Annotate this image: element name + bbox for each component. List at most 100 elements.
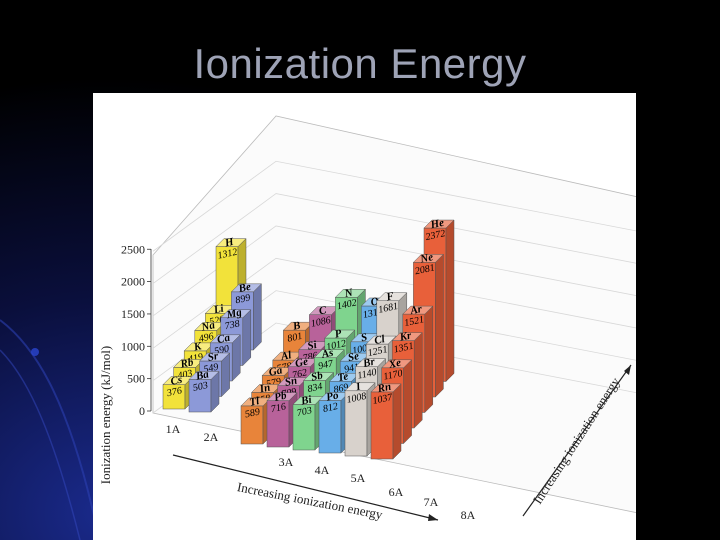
element-symbol: Sb xyxy=(310,369,324,383)
group-labels: 1A 2A 3A 4A 5A 6A 7A 8A xyxy=(166,422,476,522)
element-symbol: Be xyxy=(237,281,253,296)
bar-top-face xyxy=(313,349,345,358)
element-symbol: Rb xyxy=(178,356,195,371)
bar-side-face xyxy=(242,309,252,367)
element-symbol: Na xyxy=(199,319,216,334)
y-tick-label: 1500 xyxy=(121,307,145,321)
element-symbol: I xyxy=(354,380,362,393)
depth-axis-arrow xyxy=(522,364,632,517)
element-value: 1681 xyxy=(377,301,399,316)
bar-top-face xyxy=(230,283,263,293)
y-tick-label: 1000 xyxy=(121,339,145,353)
element-symbol: Ba xyxy=(194,368,211,383)
element-symbol: Ga xyxy=(268,364,284,379)
bar-top-face xyxy=(391,332,423,341)
bar-top-face xyxy=(344,382,376,392)
bar-side-face xyxy=(424,305,434,414)
group-label-8A: 8A xyxy=(461,508,476,522)
element-value: 1012 xyxy=(325,338,347,353)
element-value: 1086 xyxy=(310,315,332,330)
element-value: 503 xyxy=(192,380,209,394)
slide-title: Ionization Energy xyxy=(193,40,527,87)
bar-top-face xyxy=(354,358,387,367)
element-value: 716 xyxy=(270,401,287,415)
element-value: 1312 xyxy=(217,247,239,262)
decorative-swirl xyxy=(0,319,96,540)
element-value: 834 xyxy=(307,381,324,395)
bar-side-face xyxy=(392,383,402,460)
element-symbol: Si xyxy=(306,339,318,353)
element-value: 496 xyxy=(198,331,215,345)
y-tick-label: 2000 xyxy=(121,275,145,289)
bar-top-face xyxy=(198,352,231,362)
element-value: 1037 xyxy=(372,392,395,407)
bar-side-face xyxy=(253,283,262,351)
element-symbol: H xyxy=(223,236,235,250)
element-value: 1008 xyxy=(346,391,368,406)
bar-top-face xyxy=(302,372,335,381)
group-label-5A: 5A xyxy=(351,471,366,485)
bar-top-face xyxy=(220,309,252,319)
element-value: 1402 xyxy=(336,297,358,312)
bar-top-face xyxy=(402,305,434,315)
element-value: 1251 xyxy=(367,344,389,359)
element-symbol: Kr xyxy=(398,329,414,344)
element-symbol: He xyxy=(429,217,446,232)
group-label-4A: 4A xyxy=(315,463,330,477)
y-tick-label: 0 xyxy=(139,404,145,418)
element-value: 801 xyxy=(286,331,303,345)
element-value: 589 xyxy=(244,407,261,421)
bar-top-face xyxy=(370,383,402,393)
element-symbol: Li xyxy=(212,302,226,316)
element-symbol: As xyxy=(320,347,335,361)
element-symbol: Ar xyxy=(408,303,424,318)
element-symbol: S xyxy=(360,331,368,344)
element-symbol: Ne xyxy=(418,251,434,266)
element-value: 1521 xyxy=(403,314,425,329)
element-value: 1351 xyxy=(393,341,415,356)
element-symbol: Rn xyxy=(376,381,393,396)
element-value: 812 xyxy=(322,401,339,415)
element-value: 738 xyxy=(224,318,241,332)
element-symbol: Bi xyxy=(299,393,314,407)
element-symbol: C xyxy=(318,304,328,317)
bar-top-face xyxy=(376,292,408,301)
element-symbol: Br xyxy=(361,356,377,371)
element-symbol: Xe xyxy=(387,357,403,372)
bar-top-face xyxy=(209,334,241,344)
element-symbol: In xyxy=(258,382,272,396)
bar-side-face xyxy=(435,253,444,398)
element-value: 2372 xyxy=(425,228,447,243)
element-symbol: Pb xyxy=(273,389,288,403)
bar-top-face xyxy=(324,329,356,339)
element-symbol: Ca xyxy=(216,332,232,347)
element-value: 2081 xyxy=(414,262,436,277)
element-value: 947 xyxy=(317,358,335,372)
bar-top-face xyxy=(380,359,413,369)
element-symbol: P xyxy=(334,327,343,340)
bar-top-face xyxy=(423,219,455,229)
group-label-7A: 7A xyxy=(424,495,439,509)
element-symbol: F xyxy=(384,290,395,304)
y-tick-label: 2500 xyxy=(121,242,145,256)
x-axis-arrow xyxy=(172,454,439,521)
y-axis-label: Ionization energy (kJ/mol) xyxy=(98,346,113,484)
group-label-6A: 6A xyxy=(389,485,404,499)
bar-top-face xyxy=(266,392,298,401)
element-symbol: Tl xyxy=(248,395,261,409)
bar-side-face xyxy=(403,359,412,445)
element-value: 376 xyxy=(165,385,183,399)
element-value: 1170 xyxy=(383,368,404,383)
element-symbol: Cs xyxy=(169,374,183,388)
y-tick-label: 500 xyxy=(127,372,145,386)
x-axis-label: Increasing ionization energy xyxy=(236,479,384,522)
element-symbol: Po xyxy=(325,389,340,403)
bar-top-face xyxy=(365,335,397,345)
